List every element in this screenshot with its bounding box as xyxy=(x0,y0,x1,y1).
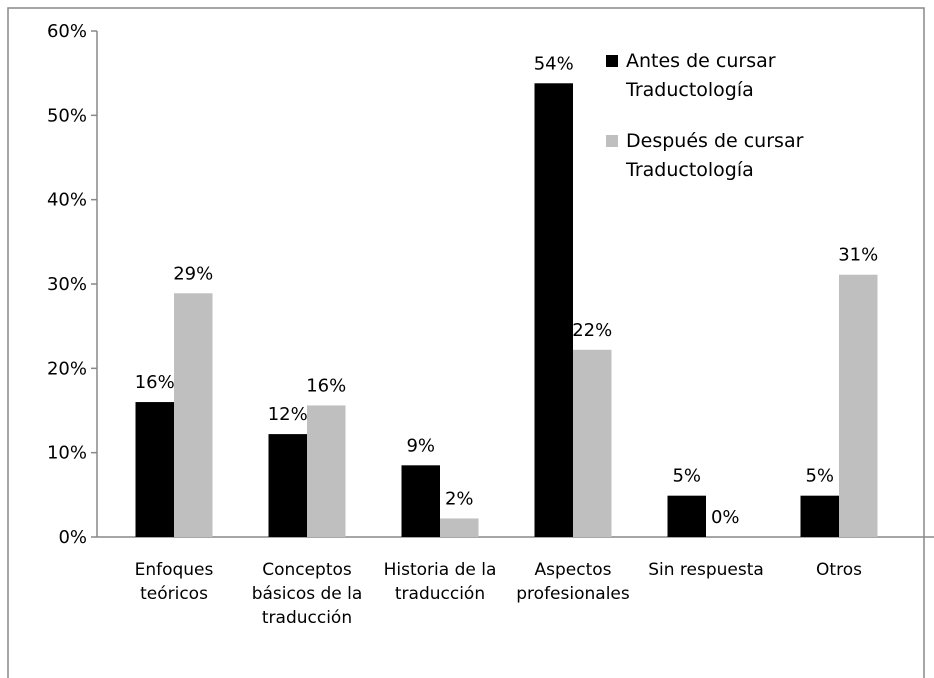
x-tick-label: Historia de la traducción xyxy=(384,560,497,604)
data-label: 9% xyxy=(406,435,435,456)
bar xyxy=(800,495,839,537)
bar xyxy=(135,402,174,537)
bar xyxy=(667,495,706,537)
data-label: 54% xyxy=(534,53,574,74)
x-tick-label: Enfoques teóricos xyxy=(135,560,214,604)
x-tick-label: Sin respuesta xyxy=(648,560,764,580)
data-label: 2% xyxy=(445,488,474,509)
data-label: 5% xyxy=(672,466,701,487)
data-label: 0% xyxy=(711,507,740,528)
data-label: 5% xyxy=(805,466,834,487)
legend-swatch xyxy=(606,135,618,147)
bar xyxy=(401,465,440,537)
y-tick-label: 60% xyxy=(47,21,87,42)
y-tick-label: 10% xyxy=(47,443,87,464)
bar xyxy=(307,405,346,537)
legend-swatch xyxy=(606,55,618,67)
y-tick-label: 40% xyxy=(47,190,87,211)
bar xyxy=(573,349,612,537)
chart-frame xyxy=(7,7,925,678)
bar xyxy=(440,518,479,537)
bar xyxy=(839,274,878,537)
data-label: 22% xyxy=(572,320,612,341)
x-tick-label: Conceptos básicos de la traducción xyxy=(252,560,363,628)
y-tick-label: 30% xyxy=(47,274,87,295)
legend-label: Después de cursar Traductología xyxy=(625,130,804,181)
y-tick-label: 20% xyxy=(47,358,87,379)
y-tick-label: 0% xyxy=(58,527,87,548)
x-tick-label: Aspectos profesionales xyxy=(516,560,630,604)
data-label: 16% xyxy=(135,372,175,393)
y-tick-label: 50% xyxy=(47,105,87,126)
data-label: 31% xyxy=(838,245,878,266)
data-label: 16% xyxy=(306,375,346,396)
legend-label: Antes de cursar Traductología xyxy=(625,50,776,101)
data-label: 29% xyxy=(173,263,213,284)
x-tick-label: Otros xyxy=(816,560,862,580)
bar xyxy=(174,293,213,537)
bar xyxy=(534,83,573,537)
bar xyxy=(268,434,307,537)
data-label: 12% xyxy=(268,404,308,425)
